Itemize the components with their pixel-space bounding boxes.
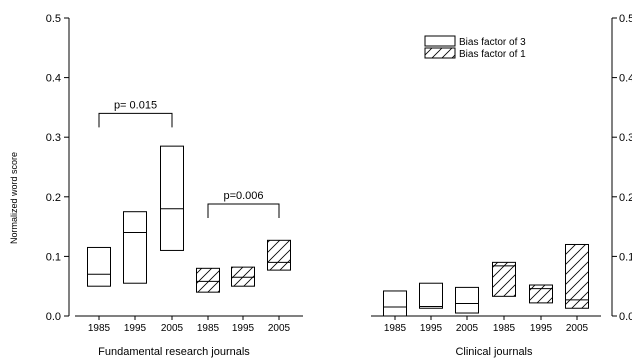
significance-bracket <box>98 112 173 128</box>
box-2005 <box>565 243 589 309</box>
p-value-label: p= 0.015 <box>114 99 157 111</box>
x-tick-label: 1985 <box>197 323 220 334</box>
box-2005 <box>160 145 184 251</box>
right-y-tick-label: 0.1 <box>619 251 632 263</box>
right-y-tick-label: 0.4 <box>619 73 632 85</box>
x-tick-label: 1985 <box>493 323 516 334</box>
panel-title: Clinical journals <box>455 346 533 358</box>
panel-title: Fundamental research journals <box>98 346 250 358</box>
box-1985 <box>492 261 516 297</box>
legend-label: Bias factor of 3 <box>459 37 526 48</box>
x-tick-label: 1985 <box>88 323 111 334</box>
x-tick-label: 2005 <box>456 323 479 334</box>
x-tick-label: 1995 <box>232 323 255 334</box>
x-tick-label: 2005 <box>566 323 589 334</box>
p-value-label: p=0.006 <box>223 190 263 202</box>
left-y-tick-label: 0.3 <box>46 132 61 144</box>
left-y-axis: 0.0 0.1 0.2 0.3 0.4 0.5 <box>46 13 70 323</box>
left-y-tick-label: 0.2 <box>46 192 61 204</box>
right-y-tick-label: 0.3 <box>619 132 632 144</box>
box-1985 <box>87 246 111 287</box>
right-y-axis: 0.0 0.1 0.2 0.3 0.4 0.5 <box>611 13 632 323</box>
legend-label: Bias factor of 1 <box>459 49 526 60</box>
legend-swatch <box>424 35 456 47</box>
x-tick-label: 2005 <box>161 323 184 334</box>
left-y-tick-label: 0.0 <box>46 311 61 323</box>
significance-bracket <box>207 203 280 218</box>
x-tick-label: 1995 <box>420 323 443 334</box>
box-2005 <box>267 239 291 271</box>
x-tick-label: 2005 <box>268 323 291 334</box>
legend-swatch <box>424 47 456 59</box>
x-tick-label: 1995 <box>530 323 553 334</box>
right-y-tick-label: 0.2 <box>619 192 632 204</box>
right-y-tick-label: 0.5 <box>619 13 632 25</box>
y-axis-title: Normalized word score <box>9 152 19 244</box>
panel-2: 1985 1995 2005 1985 1995 2005 Clinical journal… <box>371 243 601 358</box>
left-y-tick-label: 0.5 <box>46 13 61 25</box>
box-1995 <box>231 266 255 287</box>
panel-1: 1985 1995 2005 1985 1995 2005 Fundamental rese… <box>75 99 303 358</box>
box-1985 <box>196 267 220 293</box>
left-y-tick-label: 0.1 <box>46 251 61 263</box>
x-tick-label: 1995 <box>124 323 147 334</box>
box-1985 <box>383 290 407 317</box>
box-1995 <box>123 211 147 284</box>
box-2005 <box>455 286 479 314</box>
box-1995 <box>419 282 443 309</box>
box-1995 <box>529 284 553 304</box>
chart-panels: 1985 1995 2005 1985 1995 2005 Fundamental rese… <box>75 99 601 358</box>
x-tick-label: 1985 <box>384 323 407 334</box>
left-y-tick-label: 0.4 <box>46 73 61 85</box>
right-y-tick-label: 0.0 <box>619 311 632 323</box>
